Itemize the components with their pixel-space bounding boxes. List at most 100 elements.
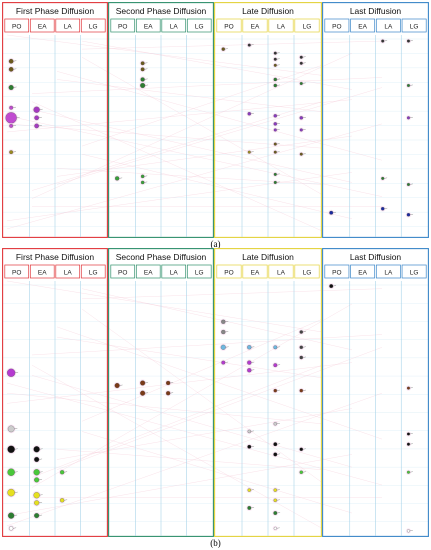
node-dot xyxy=(247,112,252,116)
connection-line xyxy=(31,53,353,199)
diffusion-node xyxy=(246,367,255,374)
column-label: EA xyxy=(144,23,153,30)
diffusion-node xyxy=(272,487,280,493)
node-tick xyxy=(12,151,16,153)
node-tick xyxy=(225,331,229,333)
node-tick xyxy=(276,64,280,66)
diffusion-node xyxy=(272,141,280,147)
node-tick xyxy=(276,143,280,145)
node-dot xyxy=(406,470,411,474)
node-tick xyxy=(39,108,43,110)
diffusion-node xyxy=(405,211,414,218)
diffusion-node xyxy=(272,171,280,177)
diffusion-node xyxy=(246,443,255,450)
diffusion-node xyxy=(113,381,123,390)
node-tick xyxy=(39,494,43,496)
node-dot xyxy=(140,180,145,185)
diffusion-node xyxy=(272,62,280,68)
column-label: PO xyxy=(118,269,127,276)
diffusion-node xyxy=(164,390,174,397)
node-tick xyxy=(39,514,43,516)
node-tick xyxy=(13,527,17,529)
node-dot xyxy=(247,150,251,154)
diffusion-node xyxy=(298,151,306,157)
node-dot xyxy=(140,77,145,82)
connection-line xyxy=(31,303,353,488)
phase-title: Second Phase Diffusion xyxy=(116,6,207,16)
node-dot xyxy=(247,368,252,373)
node-dot xyxy=(140,82,146,89)
node-dot xyxy=(9,123,14,128)
node-dot xyxy=(273,526,277,530)
node-dot xyxy=(273,142,277,146)
node-dot xyxy=(247,444,252,449)
diffusion-node xyxy=(32,491,43,500)
diffusion-node xyxy=(328,283,337,290)
node-tick xyxy=(384,207,388,209)
diffusion-node xyxy=(272,441,281,448)
phase-block: Late Diffusion PO EA LA LG xyxy=(214,2,322,238)
node-tick xyxy=(276,423,280,424)
diffusion-node xyxy=(380,38,388,44)
node-dot xyxy=(33,469,40,476)
node-tick xyxy=(332,211,337,213)
node-tick xyxy=(225,346,229,348)
column-label: EA xyxy=(358,23,367,30)
node-tick xyxy=(250,151,254,153)
node-tick xyxy=(14,491,18,493)
node-dot xyxy=(8,84,14,91)
diffusion-node xyxy=(298,387,306,394)
diffusion-node xyxy=(220,318,229,325)
node-dot xyxy=(273,114,278,118)
column-label: LG xyxy=(410,269,419,276)
phase-block: Second Phase Diffusion PO EA LA LG xyxy=(108,248,214,537)
node-tick xyxy=(276,499,280,501)
node-dot xyxy=(381,176,385,180)
node-tick xyxy=(302,389,306,391)
diffusion-node xyxy=(164,379,174,387)
node-tick xyxy=(38,125,42,127)
node-tick xyxy=(64,499,68,501)
node-tick xyxy=(170,392,174,394)
node-tick xyxy=(39,471,43,473)
connection-line xyxy=(6,123,323,149)
diffusion-node xyxy=(139,81,149,90)
node-dot xyxy=(114,383,120,389)
diffusion-node xyxy=(33,499,43,507)
connection-line xyxy=(56,168,323,185)
node-dot xyxy=(140,61,145,66)
node-tick xyxy=(145,392,149,394)
diffusion-node xyxy=(298,60,306,66)
node-dot xyxy=(406,386,411,390)
node-dot xyxy=(273,172,277,176)
node-dot xyxy=(7,488,15,497)
node-tick xyxy=(276,123,280,125)
diffusion-node xyxy=(8,149,16,156)
diffusion-node xyxy=(380,175,388,182)
column-header-cell xyxy=(80,18,106,33)
node-dot xyxy=(329,284,334,289)
diffusion-node xyxy=(405,181,413,188)
connection-line xyxy=(56,71,383,161)
column-header-cell xyxy=(186,264,212,279)
column-label: EA xyxy=(358,269,367,276)
node-tick xyxy=(409,183,413,185)
diffusion-node xyxy=(272,387,280,394)
diffusion-node xyxy=(272,497,280,504)
node-dot xyxy=(165,380,171,386)
node-tick xyxy=(302,346,306,348)
node-dot xyxy=(114,176,120,181)
column-label: LA xyxy=(64,269,73,276)
column-label: LA xyxy=(277,23,286,30)
diffusion-node xyxy=(272,82,280,89)
column-label: PO xyxy=(12,269,21,276)
column-header-cell xyxy=(55,264,81,279)
column-label: LA xyxy=(384,269,393,276)
diffusion-node xyxy=(7,65,17,73)
node-dot xyxy=(8,66,14,72)
node-dot xyxy=(273,150,277,154)
node-tick xyxy=(14,471,18,473)
diffusion-node xyxy=(6,467,18,478)
diffusion-node xyxy=(298,329,306,335)
column-header-cell xyxy=(375,18,401,33)
